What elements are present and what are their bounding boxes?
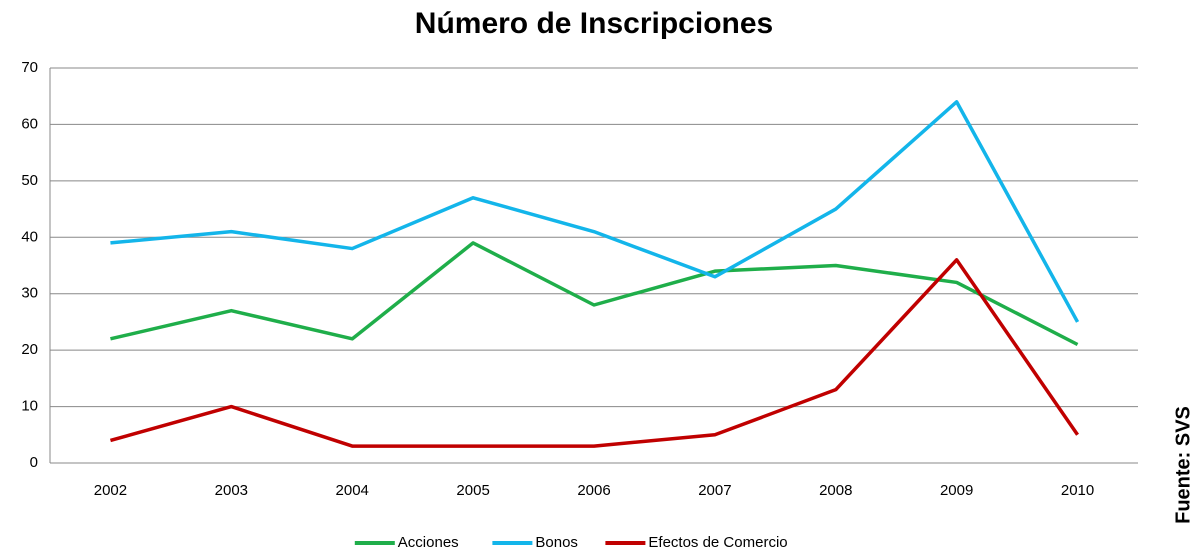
x-tick-label: 2006: [577, 482, 610, 499]
x-tick-label: 2010: [1061, 482, 1094, 499]
series-line: [110, 241, 1079, 347]
y-tick-label: 20: [21, 341, 38, 358]
series-line: [109, 258, 1079, 448]
x-tick-label: 2008: [819, 482, 852, 499]
y-tick-label: 0: [30, 454, 38, 471]
source-note: Fuente: SVS: [1172, 406, 1194, 524]
legend-label: Bonos: [535, 534, 578, 551]
legend-label: Efectos de Comercio: [648, 534, 787, 551]
y-tick-label: 30: [21, 285, 38, 302]
x-tick-label: 2005: [456, 482, 489, 499]
x-tick-label: 2004: [336, 482, 369, 499]
y-tick-label: 10: [21, 398, 38, 415]
y-tick-label: 60: [21, 115, 38, 132]
series-line: [110, 100, 1080, 323]
legend-label: Acciones: [398, 534, 459, 551]
x-tick-label: 2007: [698, 482, 731, 499]
y-tick-label: 70: [21, 59, 38, 76]
y-tick-label: 40: [21, 228, 38, 245]
x-tick-label: 2003: [215, 482, 248, 499]
x-tick-label: 2009: [940, 482, 973, 499]
chart-title: Número de Inscripciones: [415, 7, 773, 40]
x-tick-label: 2002: [94, 482, 127, 499]
y-tick-label: 50: [21, 172, 38, 189]
